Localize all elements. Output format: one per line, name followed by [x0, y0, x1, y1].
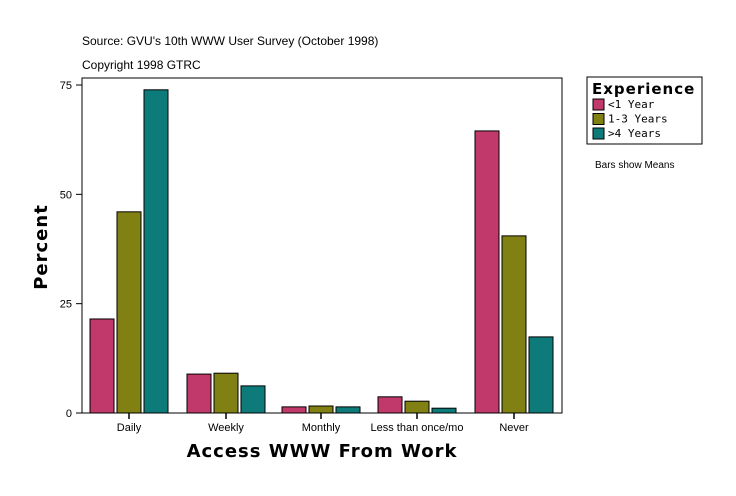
y-tick-label: 50 — [60, 189, 72, 201]
x-tick-label: Less than once/mo — [371, 422, 464, 434]
x-tick-label: Weekly — [208, 422, 244, 434]
y-axis: 0 25 50 75 — [60, 80, 82, 420]
bar-never-series-1 — [501, 235, 527, 414]
legend-label: <1 Year — [608, 98, 655, 111]
y-tick-label: 25 — [60, 299, 72, 311]
bar-less-than-once-mo-series-2 — [431, 407, 457, 414]
legend-label: 1-3 Years — [608, 113, 668, 126]
bar-never-series-0 — [474, 130, 500, 414]
bar-never-series-2 — [528, 336, 554, 414]
bar-daily-series-1 — [116, 211, 142, 414]
chart-subtitle: Copyright 1998 GTRC — [82, 58, 201, 72]
x-tick-label: Never — [499, 422, 529, 434]
bar-daily-series-2 — [143, 89, 169, 414]
y-axis-label: Percent — [31, 204, 52, 290]
bar-less-than-once-mo-series-0 — [377, 396, 403, 414]
legend-box — [586, 76, 703, 145]
y-tick-label: 0 — [66, 408, 72, 420]
chart-title: Source: GVU's 10th WWW User Survey (Octo… — [82, 34, 378, 48]
x-axis: Daily Weekly Monthly Less than once/mo Never — [82, 412, 562, 434]
legend-swatch — [592, 127, 605, 140]
legend-label: >4 Years — [608, 127, 661, 140]
bar-daily-series-0 — [89, 318, 115, 414]
bar-monthly-series-0 — [281, 406, 307, 414]
bar-less-than-once-mo-series-1 — [404, 400, 430, 414]
bar-monthly-series-1 — [308, 405, 334, 414]
bars-note: Bars show Means — [595, 160, 674, 171]
bar-monthly-series-2 — [335, 406, 361, 414]
x-tick-label: Monthly — [302, 422, 341, 434]
legend-title: Experience — [592, 80, 695, 98]
bar-weekly-series-1 — [213, 372, 239, 414]
legend-swatch — [592, 113, 605, 125]
bar-weekly-series-2 — [240, 385, 266, 414]
legend-swatch — [592, 98, 605, 111]
bar-weekly-series-0 — [186, 373, 212, 414]
x-tick-label: Daily — [117, 422, 142, 434]
y-tick-label: 75 — [60, 80, 72, 92]
legend: Experience <1 Year 1-3 Years>4 Years — [586, 76, 703, 145]
x-axis-label: Access WWW From Work — [187, 441, 458, 462]
